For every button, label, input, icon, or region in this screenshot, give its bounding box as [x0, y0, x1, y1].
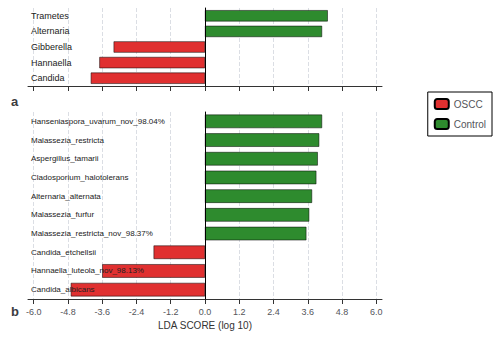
- svg-text:OSCC: OSCC: [454, 99, 483, 110]
- svg-text:Control: Control: [454, 119, 486, 130]
- svg-text:Hannaella_luteola_nov_98.13%: Hannaella_luteola_nov_98.13%: [31, 266, 144, 275]
- svg-text:Malassezia_restricta_nov_98.37: Malassezia_restricta_nov_98.37%: [31, 229, 153, 238]
- svg-text:-4.8: -4.8: [60, 307, 76, 317]
- svg-text:a: a: [11, 94, 19, 109]
- svg-text:Cladosporium_halotolerans: Cladosporium_halotolerans: [31, 173, 128, 182]
- svg-text:6.0: 6.0: [370, 307, 383, 317]
- svg-text:2.4: 2.4: [267, 307, 280, 317]
- svg-text:1.2: 1.2: [233, 307, 246, 317]
- svg-text:-6.0: -6.0: [26, 307, 42, 317]
- svg-text:-2.4: -2.4: [129, 307, 145, 317]
- svg-text:4.8: 4.8: [336, 307, 349, 317]
- svg-text:Candida_etchellsii: Candida_etchellsii: [31, 248, 96, 257]
- svg-text:Candida: Candida: [31, 73, 65, 83]
- svg-text:Malassezia_restricta: Malassezia_restricta: [31, 136, 104, 145]
- svg-text:Candida_albicans: Candida_albicans: [31, 285, 95, 294]
- svg-text:Aspergillus_tamarii: Aspergillus_tamarii: [31, 154, 99, 163]
- svg-text:-3.6: -3.6: [94, 307, 110, 317]
- svg-text:Hanseniaspora_uvarum_nov_98.04: Hanseniaspora_uvarum_nov_98.04%: [31, 117, 165, 126]
- svg-text:LDA SCORE (log 10): LDA SCORE (log 10): [158, 320, 252, 331]
- svg-text:3.6: 3.6: [302, 307, 315, 317]
- svg-text:Malassezia_furfur: Malassezia_furfur: [31, 210, 94, 219]
- svg-text:Alternaria_alternata: Alternaria_alternata: [31, 192, 101, 201]
- svg-text:Alternaria: Alternaria: [31, 26, 70, 36]
- svg-text:Gibberella: Gibberella: [31, 42, 72, 52]
- svg-text:b: b: [11, 304, 19, 319]
- svg-text:Hannaella: Hannaella: [31, 58, 72, 68]
- svg-text:Trametes: Trametes: [31, 11, 69, 21]
- svg-text:-1.2: -1.2: [163, 307, 179, 317]
- svg-text:0.0: 0.0: [199, 307, 212, 317]
